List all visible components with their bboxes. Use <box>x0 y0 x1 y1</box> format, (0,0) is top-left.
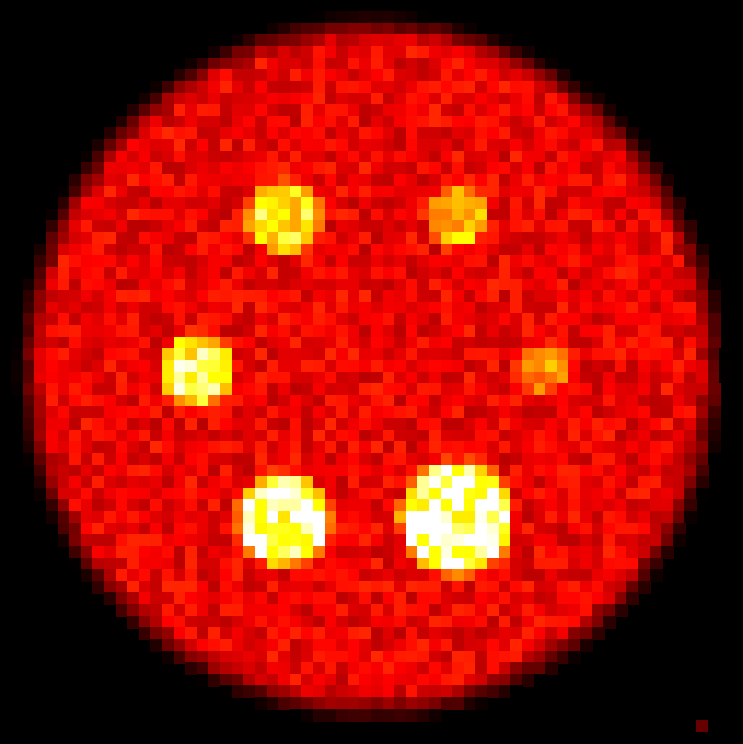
scan-viewport <box>0 0 743 744</box>
phantom-scan-image <box>0 0 743 744</box>
